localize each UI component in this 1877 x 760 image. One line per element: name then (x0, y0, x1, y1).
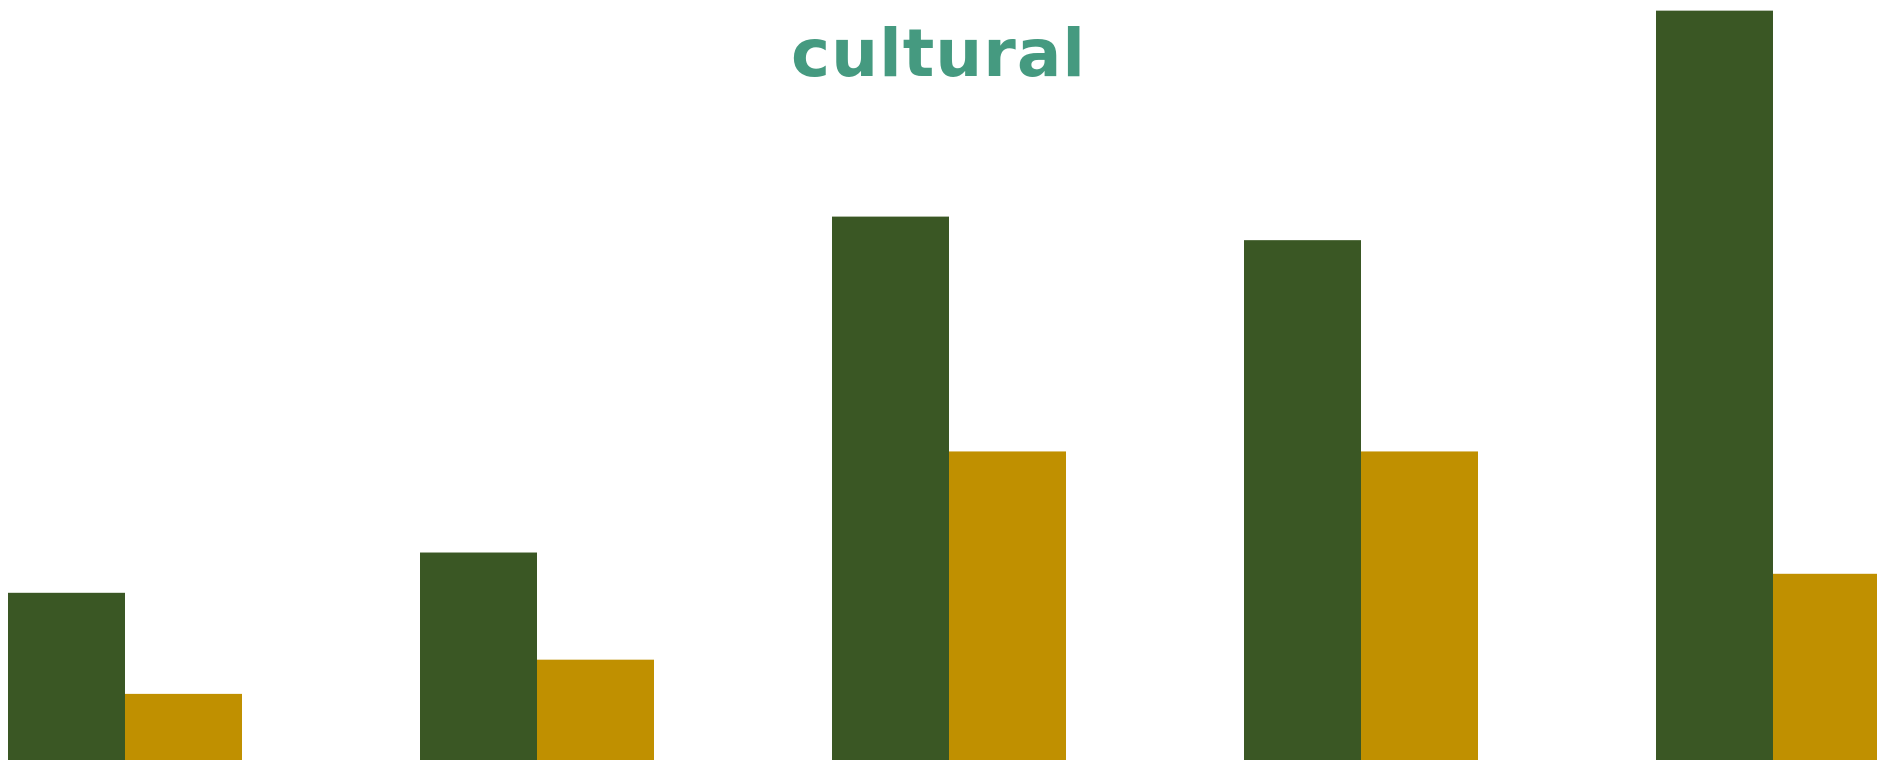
bar-group4-series2 (1361, 451, 1478, 760)
bar-group3-series1 (832, 216, 949, 760)
bars-group (8, 10, 1877, 760)
bar-group2-series1 (420, 552, 537, 760)
chart-title: cultural (791, 15, 1086, 92)
bar-group1-series2 (125, 693, 242, 760)
bar-group5-series1 (1656, 10, 1773, 760)
bar-group1-series1 (8, 592, 125, 760)
bar-group3-series2 (949, 451, 1066, 760)
bar-group5-series2 (1773, 573, 1877, 760)
bar-group2-series2 (537, 659, 654, 760)
bar-group4-series1 (1244, 240, 1361, 760)
